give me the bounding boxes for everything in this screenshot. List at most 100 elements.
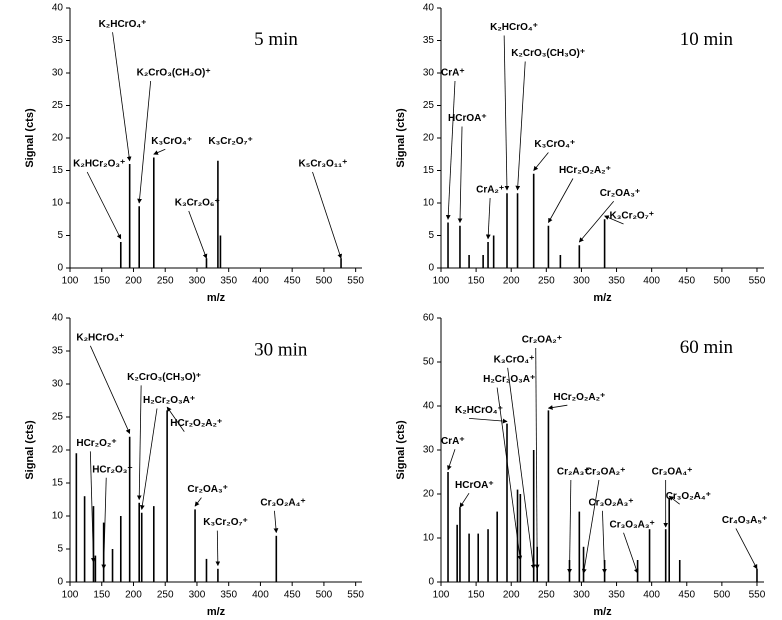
y-tick-label: 40	[423, 3, 435, 14]
annotation-arrow	[188, 210, 208, 259]
x-tick-label: 350	[220, 590, 237, 601]
annotation: HCr₂O₃⁺	[92, 464, 132, 475]
x-tick-label: 500	[714, 590, 731, 601]
annotation: CrA₂⁺	[476, 185, 504, 196]
y-tick-label: 0	[57, 263, 63, 274]
annotation: Cr₂OA₃⁺	[187, 484, 227, 495]
annotation: K₂CrO₃(CH₃O)⁺	[127, 372, 201, 383]
annotation-arrow	[166, 406, 185, 432]
annotation: K₃Cr₂O₇⁺	[208, 136, 252, 147]
y-tick-label: 35	[52, 35, 64, 46]
panel-title: 10 min	[680, 29, 734, 50]
y-tick-label: 20	[52, 445, 64, 456]
annotation: K₂HCrO₄⁺	[76, 332, 124, 343]
annotation-arrow	[548, 178, 574, 224]
x-tick-label: 450	[284, 590, 301, 601]
x-tick-label: 250	[157, 590, 174, 601]
y-tick-label: 20	[52, 133, 64, 144]
annotation-arrow	[515, 61, 526, 191]
x-tick-label: 200	[503, 276, 520, 287]
y-tick-label: 40	[52, 313, 64, 324]
annotation: HCr₂O₂⁺	[76, 438, 116, 449]
annotation: CrA⁺	[441, 436, 465, 447]
x-tick-label: 450	[678, 276, 695, 287]
y-tick-label: 40	[52, 3, 64, 14]
annotation: CrA⁺	[441, 68, 465, 79]
annotation-arrow	[215, 530, 221, 567]
x-tick-label: 300	[189, 590, 206, 601]
annotation-arrow	[153, 148, 166, 155]
panel-title: 30 min	[254, 339, 308, 360]
x-tick-label: 150	[468, 276, 485, 287]
annotation: K₂HCrO₄⁺	[455, 405, 503, 416]
x-tick-label: 500	[316, 590, 333, 601]
annotation-arrow	[581, 479, 600, 574]
annotation: Cr₃O₂A₃⁺	[588, 497, 633, 508]
annotation-arrow	[668, 495, 680, 505]
annotation-arrow	[485, 197, 491, 240]
annotation-arrow	[469, 418, 508, 424]
annotation: K₃CrO₄⁺	[494, 354, 535, 365]
annotation: K₃CrO₄⁺	[151, 136, 192, 147]
y-axis-label: Signal (cts)	[24, 108, 36, 168]
annotation: K₂HCrO₄⁺	[490, 22, 538, 33]
panel-title: 5 min	[254, 29, 298, 50]
annotation: HCrOA⁺	[455, 480, 494, 491]
annotation: Cr₃O₂A₄⁺	[260, 497, 305, 508]
x-tick-label: 350	[608, 590, 625, 601]
annotation-arrow	[194, 497, 202, 507]
y-tick-label: 10	[423, 198, 435, 209]
annotation-arrow	[547, 404, 568, 410]
x-tick-label: 250	[538, 590, 555, 601]
y-tick-label: 30	[423, 445, 435, 456]
y-tick-label: 15	[52, 478, 64, 489]
x-tick-label: 550	[749, 590, 766, 601]
annotation-arrow	[457, 126, 463, 224]
x-tick-label: 400	[252, 590, 269, 601]
annotation: H₂Cr₂O₃A⁺	[143, 395, 195, 406]
annotation: HCr₂O₂A₂⁺	[559, 165, 611, 176]
x-tick-label: 400	[643, 590, 660, 601]
annotation-arrow	[101, 477, 107, 570]
y-tick-label: 35	[423, 35, 435, 46]
x-tick-label: 350	[220, 276, 237, 287]
x-tick-label: 350	[608, 276, 625, 287]
x-tick-label: 100	[433, 276, 450, 287]
y-tick-label: 20	[423, 133, 435, 144]
annotation: K₃Cr₂O₆⁺	[175, 198, 220, 209]
x-tick-label: 450	[284, 276, 301, 287]
annotation-arrow	[89, 345, 131, 435]
x-tick-label: 200	[125, 590, 142, 601]
x-tick-label: 150	[468, 590, 485, 601]
annotation: Cr₂A₃⁺	[557, 467, 590, 478]
annotation: Cr₂OA₂⁺	[522, 335, 562, 346]
x-tick-label: 300	[189, 276, 206, 287]
x-tick-label: 400	[643, 276, 660, 287]
annotation-arrow	[507, 367, 536, 570]
y-tick-label: 25	[52, 412, 64, 423]
y-tick-label: 25	[423, 100, 435, 111]
annotation-arrow	[445, 80, 456, 220]
x-tick-label: 550	[749, 276, 766, 287]
annotation-arrow	[137, 80, 152, 204]
x-tick-label: 200	[503, 590, 520, 601]
x-axis-label: m/z	[207, 292, 226, 304]
x-tick-label: 250	[538, 276, 555, 287]
annotation-arrow	[604, 215, 624, 225]
annotation-arrow	[578, 200, 614, 243]
annotation-arrow	[139, 408, 158, 510]
annotation-arrow	[496, 387, 523, 561]
y-tick-label: 40	[423, 401, 435, 412]
x-axis-label: m/z	[593, 292, 612, 304]
y-tick-label: 60	[423, 313, 435, 324]
annotation-arrow	[447, 449, 456, 471]
y-tick-label: 10	[52, 198, 64, 209]
annotation-arrow	[459, 492, 470, 508]
y-tick-label: 5	[428, 230, 434, 241]
annotation-arrow	[86, 171, 122, 240]
y-tick-label: 30	[423, 68, 435, 79]
x-tick-label: 100	[62, 276, 79, 287]
x-tick-label: 550	[347, 276, 364, 287]
x-axis-label: m/z	[593, 606, 612, 618]
